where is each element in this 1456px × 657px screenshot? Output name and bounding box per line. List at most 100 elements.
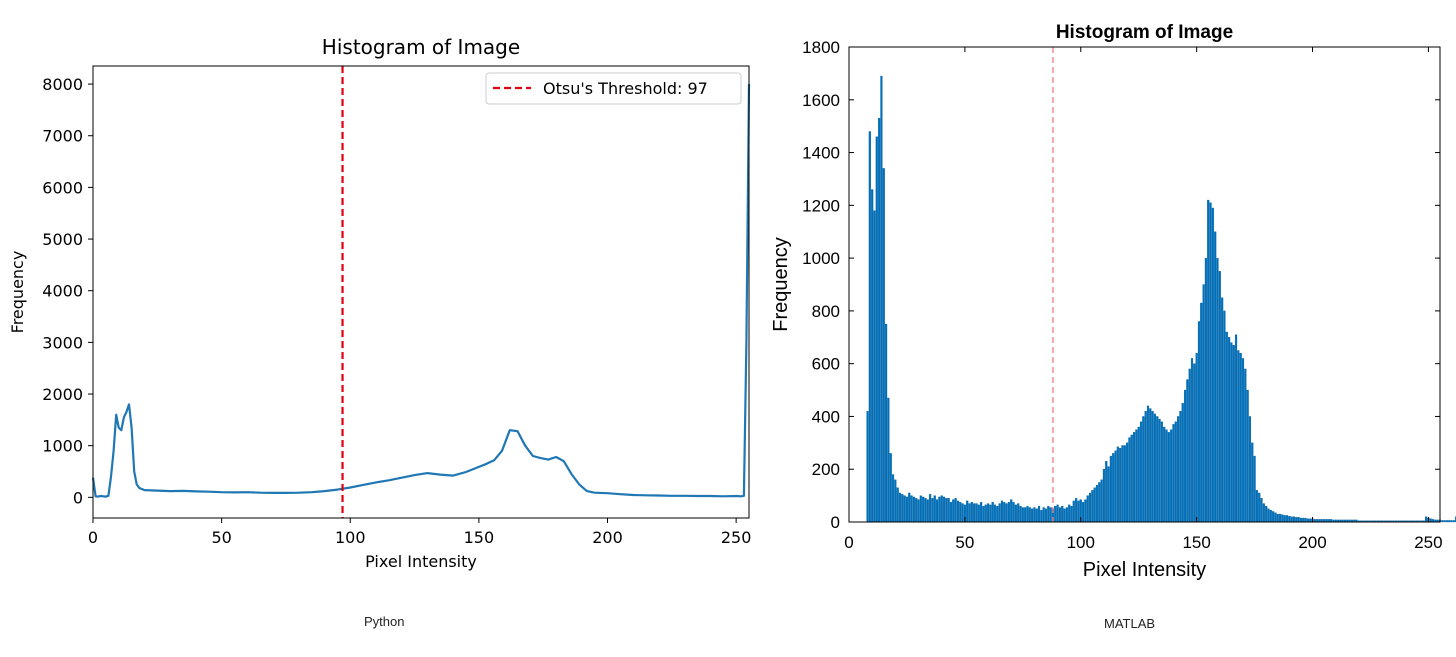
matlab-y-tick-label: 1600 [802,91,840,110]
matlab-histogram-bar [1202,284,1205,523]
matlab-histogram-bar [1237,350,1240,523]
matlab-histogram-bar [1142,416,1145,523]
matlab-histogram-bar [1058,507,1061,523]
matlab-histogram-bar [1105,461,1108,523]
python-axes-frame [92,65,750,519]
matlab-histogram-bar [1262,503,1265,523]
matlab-histogram-bar [1077,500,1080,523]
matlab-histogram-bar [1207,199,1210,523]
matlab-histogram-bar [1017,503,1020,523]
matlab-histogram-bar [1054,506,1057,523]
matlab-histogram-bar [885,323,888,523]
matlab-histogram-bar [1181,403,1184,523]
matlab-histogram-bar [1170,429,1173,523]
python-y-tick-label: 2000 [42,385,83,404]
matlab-histogram-bar [1221,297,1224,523]
matlab-histogram-bar [1297,517,1300,523]
matlab-histogram-bar [1218,271,1221,523]
matlab-histogram-bar [1425,516,1428,523]
matlab-histogram-bar [1144,411,1147,523]
matlab-histogram-bar [1010,499,1013,523]
matlab-histogram-bar [1260,498,1263,523]
matlab-histogram-bar [878,118,881,523]
matlab-histogram-bar [1230,342,1233,523]
matlab-histogram-bar [1285,515,1289,523]
matlab-histogram-bar [1102,469,1106,523]
matlab-histogram-bar [1114,450,1117,523]
matlab-histogram-bar [866,411,869,523]
matlab-histogram-bar [1172,424,1175,523]
matlab-histogram-bar [1290,516,1293,523]
matlab-x-tick-label: 0 [844,533,853,552]
matlab-histogram-bar [1049,507,1052,523]
python-histogram-line [91,84,751,498]
matlab-histogram-bar [1028,507,1031,523]
matlab-y-axis-label: Frequency [770,237,792,332]
matlab-histogram-bar [1137,426,1140,523]
matlab-histogram-bar [942,496,946,523]
matlab-histogram-bar [945,498,948,523]
matlab-x-tick-label: 150 [1182,533,1210,552]
matlab-x-axis-label: Pixel Intensity [1083,559,1206,581]
python-x-tick-label: 150 [464,528,495,547]
python-y-axis-label: Frequency [8,251,27,334]
matlab-histogram-bar [1241,358,1245,523]
matlab-histogram-bar [1188,368,1191,523]
matlab-y-tick-label: 1200 [802,196,840,215]
matlab-histogram-bar [1216,257,1219,523]
matlab-histogram-bar [954,498,957,523]
matlab-histogram-bar [917,499,920,523]
matlab-histogram-bar [1200,302,1203,523]
matlab-histogram-bar [1135,429,1138,523]
matlab-histogram-bar [1452,520,1455,523]
matlab-histogram-bar [1112,453,1115,523]
matlab-histogram-bar [1044,508,1048,523]
matlab-histogram-bar [1088,492,1092,523]
matlab-histogram-bar [868,131,871,523]
matlab-histogram-bar [1014,504,1017,523]
matlab-histogram-bar [898,492,902,523]
matlab-histogram-bar [933,495,936,523]
matlab-histogram-bar [1258,492,1261,523]
matlab-axes-frame [848,46,1441,523]
matlab-histogram-bar [1295,517,1298,523]
python-x-tick-label: 100 [335,528,366,547]
matlab-histogram-bar [1107,466,1110,523]
matlab-histogram-bar [1021,507,1024,523]
matlab-histogram-bar [1056,504,1059,523]
matlab-histogram-bar [1253,455,1256,523]
matlab-histogram-bar [1100,479,1103,523]
python-legend-label: Otsu's Threshold: 97 [543,79,708,98]
matlab-histogram-bar [889,453,892,523]
python-x-tick-label: 200 [592,528,623,547]
matlab-histogram-bar [1075,498,1078,523]
matlab-histogram-bar [1265,506,1268,523]
matlab-y-tick-label: 0 [831,513,840,532]
matlab-histogram-bar [1151,411,1154,523]
matlab-histogram-bar [1063,508,1066,523]
matlab-histogram-bar [1234,334,1238,523]
matlab-histogram-bar [1130,434,1133,523]
matlab-x-tick-label: 100 [1067,533,1095,552]
matlab-histogram-bar [1037,506,1041,523]
matlab-chart-title: Histogram of Image [1056,22,1233,43]
matlab-histogram-bar [1177,416,1180,523]
matlab-histogram-bar [993,504,997,523]
matlab-histogram-bar [903,495,906,523]
matlab-histogram-bar [949,502,953,523]
matlab-histogram-bar [1024,507,1027,523]
matlab-histogram-bar [1197,321,1201,523]
matlab-y-tick-label: 1800 [802,38,840,57]
matlab-histogram-bar [1033,507,1036,523]
matlab-histogram-bar [980,502,983,523]
matlab-histogram-bar [1132,432,1136,523]
matlab-histogram-bar [1255,490,1258,523]
matlab-histogram-bar [1158,418,1161,523]
matlab-y-tick-label: 800 [812,302,840,321]
python-y-tick-label: 1000 [42,437,83,456]
matlab-histogram-bar [894,479,897,523]
matlab-histogram-bar [1086,495,1089,523]
python-y-tick-label: 6000 [42,178,83,197]
matlab-histogram-bar [1070,506,1073,523]
matlab-histogram-bar [1183,389,1187,523]
